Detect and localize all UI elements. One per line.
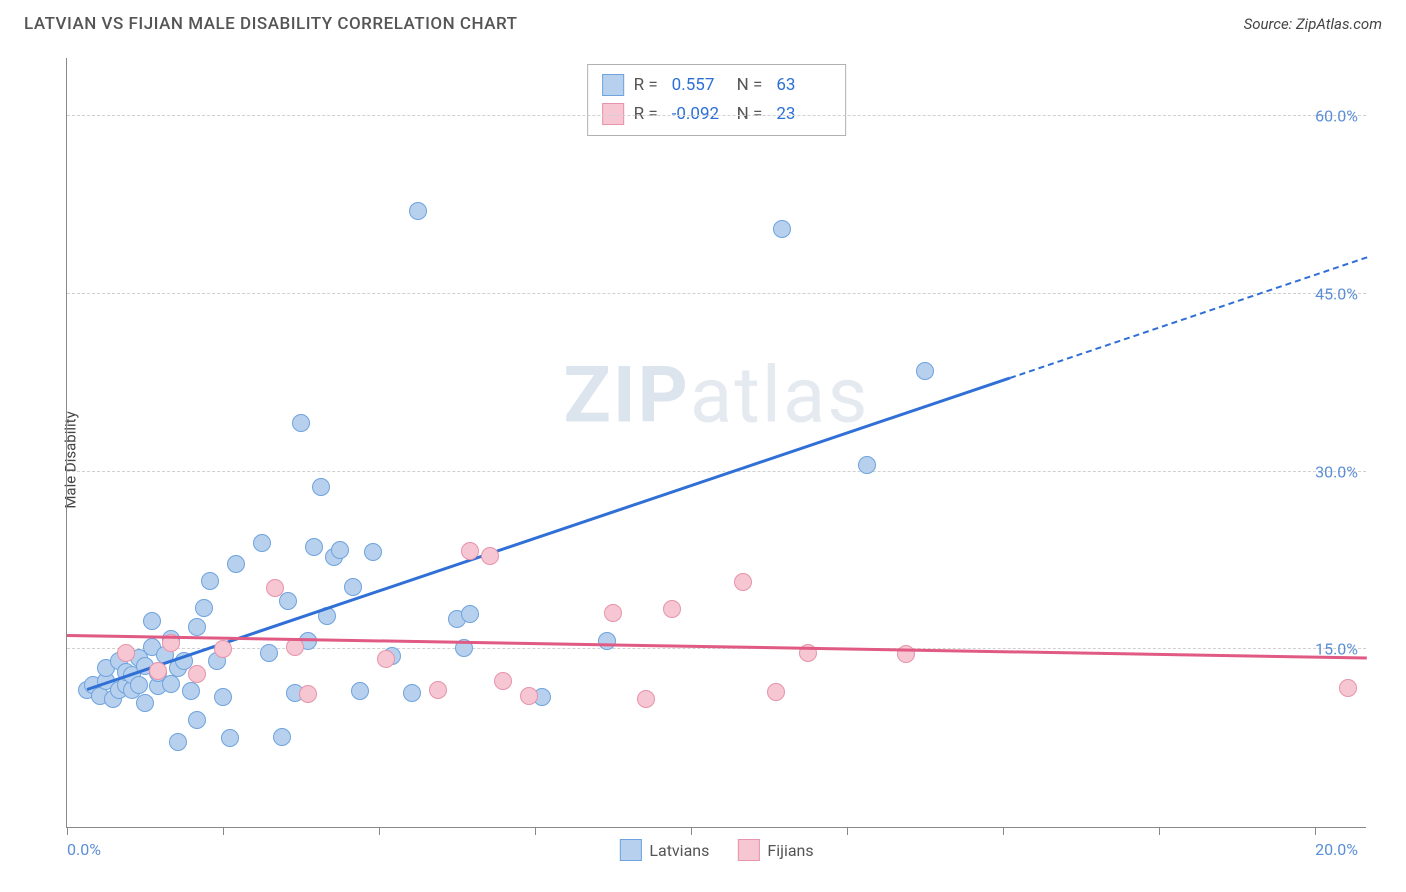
x-tick [1003, 827, 1004, 835]
x-tick [535, 827, 536, 835]
chart-header: LATVIAN VS FIJIAN MALE DISABILITY CORREL… [0, 0, 1406, 44]
data-point-latvians [195, 599, 213, 617]
data-point-fijians [520, 687, 538, 705]
data-point-fijians [286, 638, 304, 656]
data-point-latvians [227, 555, 245, 573]
data-point-latvians [364, 543, 382, 561]
data-point-latvians [461, 605, 479, 623]
x-tick [847, 827, 848, 835]
x-tick-label-first: 0.0% [67, 840, 101, 859]
trend-line [1009, 256, 1367, 379]
data-point-latvians [169, 733, 187, 751]
data-point-fijians [266, 579, 284, 597]
data-point-latvians [409, 202, 427, 220]
gridline [67, 293, 1366, 294]
x-tick [1315, 827, 1316, 835]
data-point-fijians [637, 690, 655, 708]
data-point-latvians [351, 682, 369, 700]
data-point-latvians [305, 538, 323, 556]
y-tick-label: 60.0% [1315, 107, 1358, 126]
legend-item-latvians: Latvians [619, 839, 709, 861]
x-tick-label-last: 20.0% [1315, 840, 1358, 859]
r-value-latvians: 0.557 [672, 71, 727, 100]
data-point-latvians [188, 618, 206, 636]
x-tick [67, 827, 68, 835]
data-point-fijians [299, 685, 317, 703]
plot-area: ZIPatlas R = 0.557 N = 63 R = -0.092 N =… [66, 58, 1366, 828]
data-point-latvians [344, 578, 362, 596]
data-point-latvians [260, 644, 278, 662]
n-value-latvians: 63 [776, 71, 831, 100]
data-point-latvians [188, 711, 206, 729]
data-point-fijians [461, 542, 479, 560]
data-point-latvians [253, 534, 271, 552]
data-point-fijians [663, 600, 681, 618]
x-tick [223, 827, 224, 835]
legend-item-fijians: Fijians [737, 839, 813, 861]
data-point-latvians [130, 676, 148, 694]
data-point-latvians [858, 456, 876, 474]
data-point-fijians [734, 573, 752, 591]
legend-swatch-fijians [737, 839, 759, 861]
data-point-latvians [136, 694, 154, 712]
data-point-fijians [494, 672, 512, 690]
data-point-latvians [162, 675, 180, 693]
watermark: ZIPatlas [563, 351, 869, 442]
legend-label-fijians: Fijians [767, 841, 813, 860]
data-point-latvians [312, 478, 330, 496]
gridline [67, 471, 1366, 472]
y-tick-label: 30.0% [1315, 462, 1358, 481]
data-point-fijians [481, 547, 499, 565]
data-point-latvians [143, 612, 161, 630]
data-point-fijians [188, 665, 206, 683]
data-point-fijians [429, 681, 447, 699]
data-point-latvians [773, 220, 791, 238]
data-point-latvians [273, 728, 291, 746]
x-tick [691, 827, 692, 835]
data-point-latvians [292, 414, 310, 432]
data-point-latvians [182, 682, 200, 700]
data-point-latvians [279, 592, 297, 610]
x-tick [1159, 827, 1160, 835]
data-point-fijians [377, 650, 395, 668]
chart-title: LATVIAN VS FIJIAN MALE DISABILITY CORREL… [24, 14, 518, 34]
data-point-fijians [1339, 679, 1357, 697]
data-point-latvians [214, 688, 232, 706]
series-legend: Latvians Fijians [619, 839, 813, 861]
data-point-fijians [117, 644, 135, 662]
chart-source: Source: ZipAtlas.com [1244, 15, 1382, 33]
legend-label-latvians: Latvians [649, 841, 709, 860]
data-point-latvians [916, 362, 934, 380]
data-point-latvians [598, 632, 616, 650]
data-point-fijians [604, 604, 622, 622]
correlation-row-latvians: R = 0.557 N = 63 [602, 71, 832, 100]
swatch-latvians [602, 74, 624, 96]
chart-container: Male Disability ZIPatlas R = 0.557 N = 6… [24, 50, 1384, 870]
gridline [67, 115, 1366, 116]
x-tick [379, 827, 380, 835]
data-point-latvians [403, 684, 421, 702]
legend-swatch-latvians [619, 839, 641, 861]
y-tick-label: 45.0% [1315, 284, 1358, 303]
data-point-latvians [221, 729, 239, 747]
correlation-legend: R = 0.557 N = 63 R = -0.092 N = 23 [587, 64, 847, 136]
data-point-fijians [767, 683, 785, 701]
data-point-latvians [201, 572, 219, 590]
data-point-fijians [149, 662, 167, 680]
data-point-fijians [214, 640, 232, 658]
data-point-latvians [331, 541, 349, 559]
